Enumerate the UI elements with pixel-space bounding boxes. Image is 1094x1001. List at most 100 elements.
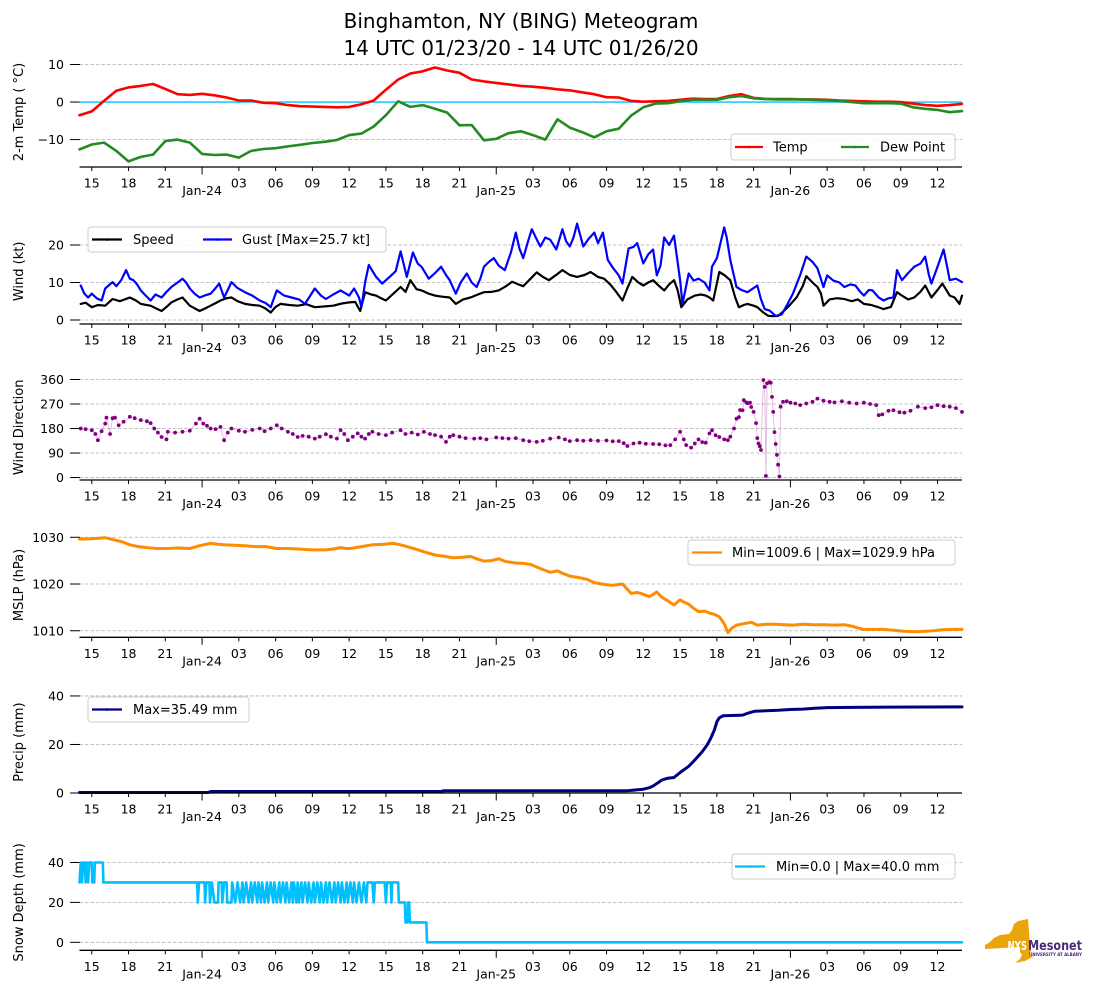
x-hour-label: 03 xyxy=(819,333,835,348)
wind-direction-point xyxy=(370,429,375,434)
legend-label: Min=1009.6 | Max=1029.9 hPa xyxy=(732,546,935,561)
x-hour-label: 09 xyxy=(304,176,320,191)
x-hour-label: 18 xyxy=(121,959,137,974)
x-hour-label: 18 xyxy=(415,489,431,504)
wind-direction-point xyxy=(164,437,169,442)
wind-direction-point xyxy=(213,427,218,431)
wind-direction-point xyxy=(722,437,727,442)
wind-direction-point xyxy=(286,429,290,434)
wind-direction-point xyxy=(637,440,642,445)
wind-direction-point xyxy=(754,421,758,425)
title-line-1: Binghamton, NY (BING) Meteogram xyxy=(344,9,699,33)
x-hour-label: 03 xyxy=(819,176,835,191)
y-tick-label: 1020 xyxy=(32,577,64,592)
x-hour-label: 21 xyxy=(746,959,762,974)
x-hour-label: 09 xyxy=(599,646,615,661)
wind-direction-point xyxy=(916,404,920,409)
wind-direction-point xyxy=(770,395,774,399)
wind-direction-point xyxy=(355,431,360,436)
wind-direction-point xyxy=(954,406,958,410)
x-hour-label: 06 xyxy=(562,646,578,661)
y-tick-label: 0 xyxy=(56,470,64,485)
wind-direction-point xyxy=(83,427,88,431)
x-hour-label: 21 xyxy=(157,489,173,504)
x-hour-label: 03 xyxy=(231,333,247,348)
wind-direction-point xyxy=(684,443,689,447)
wind-direction-point xyxy=(588,438,593,443)
x-hour-label: 15 xyxy=(378,333,394,348)
y-tick-label: 20 xyxy=(48,895,64,910)
wind-direction-point xyxy=(741,398,746,403)
wind-direction-point xyxy=(96,438,100,443)
x-hour-label: 06 xyxy=(562,176,578,191)
x-hour-label: 09 xyxy=(893,176,909,191)
wind-direction-point xyxy=(703,440,708,445)
x-hour-label: 18 xyxy=(709,489,725,504)
legend-box xyxy=(87,696,250,723)
wind-direction-point xyxy=(205,423,209,428)
wind-direction-point xyxy=(880,412,885,417)
wind-direction-point xyxy=(726,438,730,443)
wind-direction-point xyxy=(847,400,852,405)
wind-direction-point xyxy=(827,399,832,404)
x-hour-label: 09 xyxy=(599,959,615,974)
wind-direction-point xyxy=(359,434,364,439)
x-hour-label: 03 xyxy=(231,959,247,974)
y-tick-label: 40 xyxy=(48,855,64,870)
wind-direction-point xyxy=(556,435,561,440)
wind-direction-point xyxy=(668,443,673,447)
x-hour-label: 03 xyxy=(525,646,541,661)
logo-state-text: NYS xyxy=(1008,939,1028,953)
y-axis-label: Precip (mm) xyxy=(12,702,27,781)
x-hour-label: 15 xyxy=(378,802,394,817)
x-hour-label: 09 xyxy=(893,959,909,974)
x-hour-label: 06 xyxy=(268,959,284,974)
wind-direction-point xyxy=(862,400,866,405)
wind-direction-point xyxy=(433,433,437,437)
wind-direction-point xyxy=(631,441,636,446)
wind-direction-point xyxy=(116,423,121,428)
x-hour-label: 15 xyxy=(84,176,100,191)
x-hour-label: 12 xyxy=(930,489,946,504)
x-hour-label: 12 xyxy=(930,176,946,191)
wind-direction-point xyxy=(728,434,733,439)
x-hour-label: 09 xyxy=(304,333,320,348)
y-tick-label: 0 xyxy=(56,786,64,801)
wind-direction-point xyxy=(596,438,600,443)
panel-dir: 360 270 180 90 0 Wind Direction 15 18 21 Jan-24 03… xyxy=(12,372,964,511)
wind-direction-point xyxy=(874,403,879,407)
wind-direction-point xyxy=(540,438,545,443)
wind-direction-point xyxy=(604,438,609,443)
wind-direction-point xyxy=(713,433,718,438)
x-hour-label: 09 xyxy=(893,802,909,817)
wind-direction-point xyxy=(616,439,621,443)
y-axis-label: Wind (kt) xyxy=(12,242,27,302)
x-hour-label: 12 xyxy=(930,646,946,661)
precip-series-line xyxy=(78,705,964,794)
wind-direction-point xyxy=(868,402,872,406)
panel-mslp: 1030 1020 1010 MSLP (hPa) 15 18 21 Jan-24 03 06 09… xyxy=(12,530,964,668)
x-hour-label: 18 xyxy=(121,646,137,661)
wind-direction-point xyxy=(444,440,448,444)
y-tick-label: 10 xyxy=(48,57,64,72)
x-hour-label: 18 xyxy=(415,176,431,191)
wind-direction-point xyxy=(398,428,403,433)
x-date-label: Jan-24 xyxy=(181,966,222,981)
wind-direction-point xyxy=(781,399,785,404)
x-hour-label: 15 xyxy=(378,489,394,504)
x-hour-label: 03 xyxy=(231,802,247,817)
wind-direction-point xyxy=(409,430,414,435)
x-hour-label: 21 xyxy=(746,489,762,504)
y-axis-label: 2-m Temp ( °C) xyxy=(12,63,27,161)
legend-marker xyxy=(105,238,109,241)
wind-direction-point xyxy=(534,440,539,444)
x-hour-label: 06 xyxy=(268,176,284,191)
panel-wind: 20 10 0 Wind (kt) 15 18 21 Jan-24 03 06 09 12 15 18 21… xyxy=(12,222,964,355)
panel-precip: 40 20 0 Precip (mm) 15 18 21 Jan-24 03 06 09 12 15 18… xyxy=(12,688,964,824)
y-tick-label: 20 xyxy=(48,737,64,752)
wind-direction-point xyxy=(335,436,339,441)
x-date-label: Jan-24 xyxy=(181,496,222,511)
x-hour-label: 21 xyxy=(746,176,762,191)
x-date-label: Jan-26 xyxy=(770,966,811,981)
